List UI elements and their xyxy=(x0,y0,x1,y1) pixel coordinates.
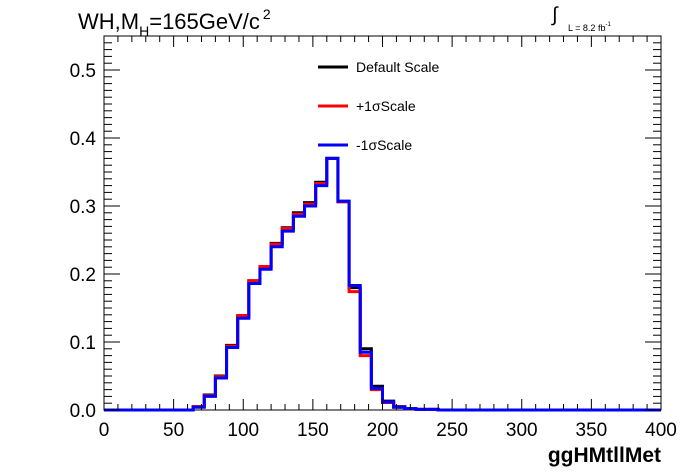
y-tick-label: 0.2 xyxy=(70,265,96,286)
legend: Default Scale +1σScale -1σScale xyxy=(318,59,439,153)
legend-label: +1σScale xyxy=(356,98,416,114)
title-prefix: WH,M xyxy=(78,9,140,34)
x-tick-label: 50 xyxy=(163,420,184,441)
x-tick-label: 100 xyxy=(227,420,259,441)
x-ticks: 0 50 100 150 200 250 300 350 400 xyxy=(99,36,677,441)
y-ticks: 0.0 0.1 0.2 0.3 0.4 0.5 xyxy=(70,35,661,422)
legend-label: -1σScale xyxy=(356,137,412,153)
x-axis-label: ggHMtllMet xyxy=(548,444,661,467)
x-tick-label: 250 xyxy=(436,420,468,441)
x-tick-label: 350 xyxy=(576,420,608,441)
y-tick-label: 0.0 xyxy=(70,401,96,422)
x-tick-label: 300 xyxy=(506,420,538,441)
legend-label: Default Scale xyxy=(356,59,439,75)
series-line-1 xyxy=(104,156,661,412)
luminosity-text: L = 8.2 fb xyxy=(568,23,606,33)
x-tick-label: 150 xyxy=(297,420,329,441)
series-line-2 xyxy=(104,156,661,412)
x-tick-label: 400 xyxy=(645,420,677,441)
title-suffix: =165GeV/c xyxy=(149,9,260,34)
plot-frame xyxy=(103,35,662,411)
title-subscript: H xyxy=(139,23,150,39)
integral-symbol: ∫ xyxy=(552,4,558,26)
series-line-0 xyxy=(104,156,661,412)
y-tick-label: 0.1 xyxy=(70,333,96,354)
y-tick-label: 0.3 xyxy=(70,197,96,218)
series-layer xyxy=(104,156,661,412)
luminosity-superscript: -1 xyxy=(605,22,611,28)
y-tick-label: 0.5 xyxy=(70,61,96,82)
x-tick-label: 200 xyxy=(367,420,399,441)
chart-title: WH,MH=165GeV/c 2 xyxy=(78,6,271,39)
title-superscript: 2 xyxy=(262,6,271,22)
x-tick-label: 0 xyxy=(99,420,110,441)
y-tick-label: 0.4 xyxy=(70,129,97,150)
